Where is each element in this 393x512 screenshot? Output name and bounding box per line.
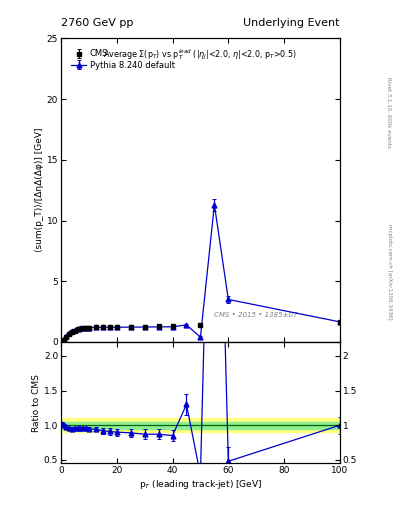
X-axis label: p$_T$ (leading track-jet) [GeV]: p$_T$ (leading track-jet) [GeV] <box>139 478 262 491</box>
Bar <box>61 418 340 432</box>
Text: Rivet 3.1.10, 600k events: Rivet 3.1.10, 600k events <box>387 77 391 148</box>
Legend: CMS, Pythia 8.240 default: CMS, Pythia 8.240 default <box>71 49 176 70</box>
Text: CMS • 2015 • 1385±07: CMS • 2015 • 1385±07 <box>215 312 298 317</box>
Y-axis label: ⟨sum(p_T)⟩/[ΔηΔ(Δφ)] [GeV]: ⟨sum(p_T)⟩/[ΔηΔ(Δφ)] [GeV] <box>35 128 44 252</box>
Text: mcplots.cern.ch [arXiv:1306.3436]: mcplots.cern.ch [arXiv:1306.3436] <box>387 224 391 319</box>
Text: Underlying Event: Underlying Event <box>243 18 340 28</box>
Y-axis label: Ratio to CMS: Ratio to CMS <box>32 374 41 432</box>
Text: 2760 GeV pp: 2760 GeV pp <box>61 18 133 28</box>
Text: Average $\Sigma$(p$_T$) vs p$_T^{lead}$ (|$\eta_j$|<2.0, $\eta$|<2.0, p$_T$>0.5): Average $\Sigma$(p$_T$) vs p$_T^{lead}$ … <box>103 48 298 62</box>
Bar <box>61 422 340 429</box>
